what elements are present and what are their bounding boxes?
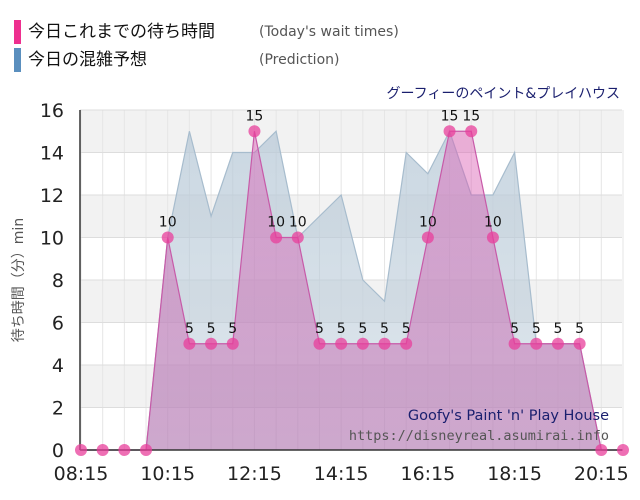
data-label: 15 [462,108,480,124]
attraction-title-en: Goofy's Paint 'n' Play House [408,408,609,424]
y-tick-label: 6 [52,313,64,335]
actual-data-point [270,231,283,244]
y-tick-label: 8 [52,270,64,292]
prediction-line [81,129,623,451]
x-tick-label: 16:15 [400,463,455,485]
plot-band [80,110,622,153]
data-points [75,125,629,456]
data-label: 5 [553,321,562,337]
actual-data-point [486,231,499,244]
legend-prediction-swatch [14,48,21,72]
actual-data-point [573,337,586,350]
actual-data-point [313,337,326,350]
x-tick-label: 20:15 [574,463,629,485]
x-tick-label: 10:15 [140,463,195,485]
y-tick-label: 10 [40,228,64,250]
actual-data-point [356,337,369,350]
y-tick-label: 12 [40,185,64,207]
actual-data-point [226,337,239,350]
data-label: 5 [185,321,194,337]
legend-prediction-note: (Prediction) [259,52,340,68]
legend-today-label: 今日これまでの待ち時間 [28,22,215,42]
actual-data-point [508,337,521,350]
attraction-title-ja: グーフィーのペイント&プレイハウス [386,86,620,102]
data-label: 5 [358,321,367,337]
data-label: 10 [289,215,307,231]
actual-data-point [551,337,564,350]
data-label: 10 [419,215,437,231]
data-label: 5 [337,321,346,337]
legend-prediction-label: 今日の混雑予想 [28,50,147,70]
y-tick-label: 16 [40,100,64,122]
data-label: 10 [159,215,177,231]
data-label: 5 [510,321,519,337]
actual-data-point [335,337,348,350]
y-tick-label: 4 [52,355,64,377]
data-label: 5 [532,321,541,337]
actual-data-point [118,444,131,456]
source-url: https://disneyreal.asumirai.info [349,428,609,444]
data-label: 10 [267,215,285,231]
data-label: 5 [207,321,216,337]
actual-data-point [595,444,608,456]
y-tick-label: 0 [52,440,64,462]
actual-data-point [443,125,456,138]
actual-data-point [140,444,153,456]
x-tick-label: 18:15 [487,463,542,485]
data-label: 10 [484,215,502,231]
data-label: 5 [402,321,411,337]
data-label: 5 [575,321,584,337]
data-label: 5 [380,321,389,337]
actual-data-point [205,337,218,350]
actual-data-point [248,125,261,138]
actual-data-point [183,337,196,350]
actual-data-point [465,125,478,138]
y-axis-title: 待ち時間（分）min [11,218,27,342]
data-label: 5 [228,321,237,337]
actual-data-point [291,231,304,244]
data-label: 15 [441,108,459,124]
series-areas [81,129,623,451]
data-label: 5 [315,321,324,337]
x-tick-label: 12:15 [227,463,282,485]
x-tick-label: 08:15 [54,463,109,485]
actual-data-point [421,231,434,244]
legend-today-note: (Today's wait times) [259,24,399,40]
actual-data-point [75,444,87,456]
actual-data-point [400,337,413,350]
axes: 0 2 4 6 8 10 12 14 16 08:15 10:15 12:15 14:15 16:15 18… [40,100,629,485]
y-tick-label: 2 [52,398,64,420]
actual-data-point [530,337,543,350]
actual-data-point [617,444,629,456]
data-label: 15 [246,108,264,124]
actual-data-point [378,337,391,350]
legend-today-swatch [14,20,21,44]
actual-data-point [96,444,109,456]
actual-data-point [161,231,174,244]
y-tick-label: 14 [40,143,64,165]
x-tick-label: 14:15 [314,463,369,485]
